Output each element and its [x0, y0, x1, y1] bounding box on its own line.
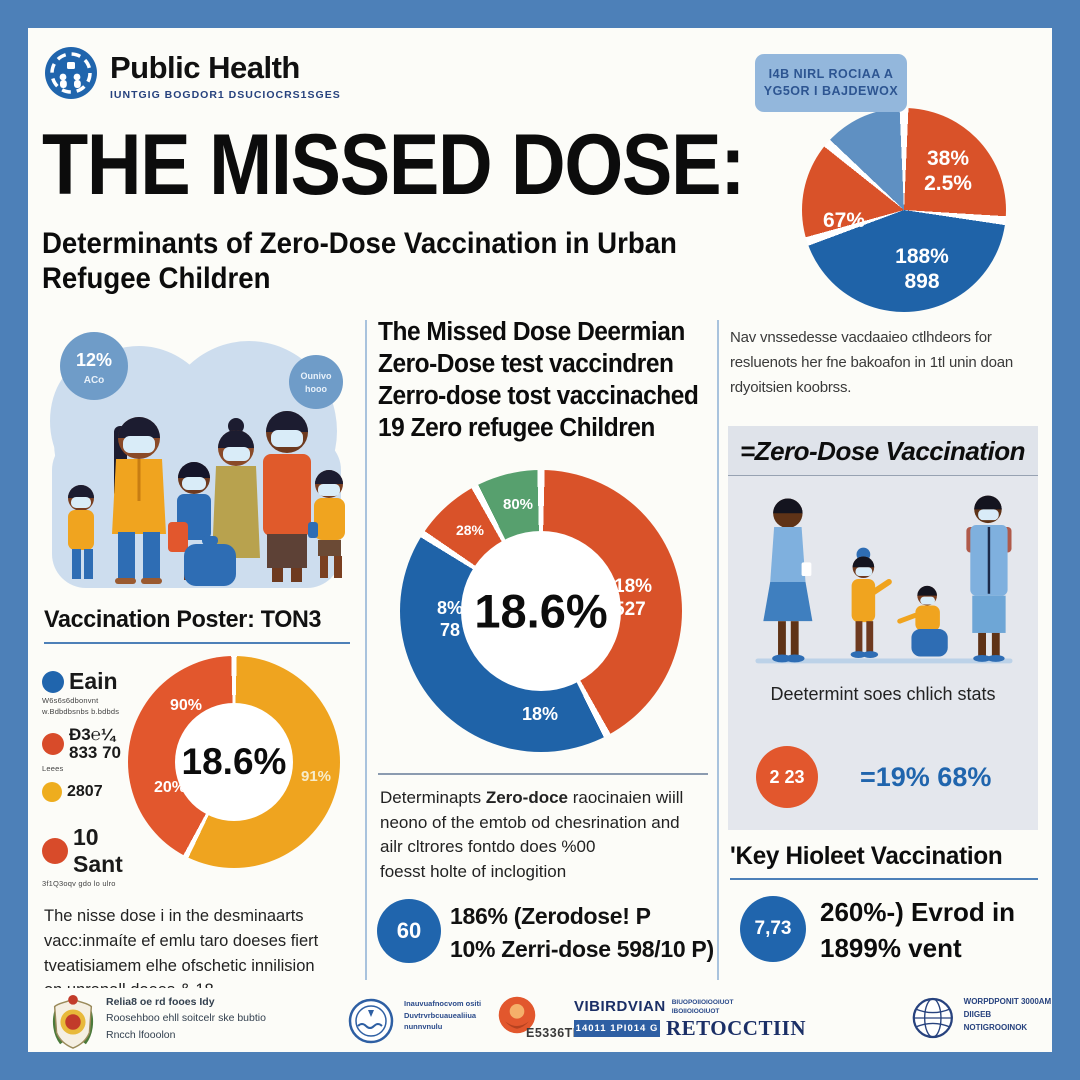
illustration-badge-2: Ounivo hooo	[289, 355, 343, 409]
figure-father	[263, 411, 311, 582]
donut2-label-green: 80%	[502, 496, 534, 513]
logo-subtitle: IUNTGIG BOGDOR1 DSUCIOCRS1SGES	[110, 89, 341, 101]
column-divider-right	[717, 320, 719, 980]
figure-toddler	[68, 485, 94, 579]
panel-caption: Deetermint soes chlich stats	[770, 684, 996, 704]
key-heading-rule	[730, 878, 1038, 880]
illustration-badge-1: 12% ACo	[60, 332, 128, 400]
children-illustration	[755, 495, 1013, 664]
pie-label-left-orange: 67%	[822, 209, 866, 232]
panel-stat-circle: 2 23	[756, 746, 818, 808]
middle-paragraph: Determinapts Zero-doce raocinaien wiill …	[380, 788, 684, 881]
public-health-logo: Public Health IUNTGIG BOGDOR1 DSUCIOCRS1…	[44, 46, 341, 101]
column-divider-left	[365, 320, 367, 980]
figure-child-cap	[850, 547, 892, 658]
pie-label-blue: 188% 898	[895, 245, 949, 294]
crest-logo-icon	[52, 994, 94, 1049]
legend-item: Eain W6s6s6dbonvnt w.Bdbdbsnbs b.bdbds	[42, 668, 120, 717]
donut2-center-value: 18.6%	[474, 584, 608, 638]
footer-org-vibirdvian: VIBIRDVIAN BIUOPOIIOIOOIUOT IBOIIOIOOIUOT …	[574, 998, 805, 1040]
key-section-heading: 'Key Hioleet Vaccination	[730, 842, 1003, 870]
panel-stat-row: 2 23 =19% 68%	[756, 732, 1016, 822]
key-stat-circle: 7,73	[740, 896, 806, 962]
figure-woman	[212, 418, 260, 558]
pie-label-orange: 38% 2.5%	[924, 147, 972, 196]
donut1-center-value: 18.6%	[181, 741, 287, 782]
footer-org-name: VIBIRDVIAN	[574, 998, 666, 1015]
legend-item: 10 Sant 3f1Q3oqv gdo lo ulro	[42, 824, 123, 889]
legend-item: 2807	[42, 782, 138, 803]
panel-heading: =Zero-Dose Vaccination	[728, 426, 1038, 476]
header-note-box: I4B NIRL ROCIAA A YG5OR I BAJDEWOX	[755, 54, 907, 112]
poster-page: Public Health IUNTGIG BOGDOR1 DSUCIOCRS1…	[28, 28, 1052, 1052]
footer-org-emblem-text: Inauvuafnocvom ositi Duvtrvrbcuauealiiua…	[404, 999, 482, 1032]
figure-mother-right	[763, 498, 813, 663]
middle-stat-text: 186% (Zerodose! P 10% Zerri-dose 598/10 …	[450, 903, 714, 963]
legend-dot-blue	[42, 670, 64, 693]
donut2-label-small-orange: 28%	[455, 522, 485, 538]
footer-org-orange	[496, 994, 538, 1036]
missed-dose-donut-chart: 80% 28% 8% 78 18% 18% 527 18.6%	[400, 470, 682, 752]
middle-stat-circle: 60	[377, 899, 441, 963]
legend-dot-red	[42, 733, 64, 756]
footer-org-crest-text: Relia8 oe rd fooes Idy Roosehboo ehll so…	[106, 996, 266, 1041]
donut2-label-orange: 18% 527	[614, 576, 653, 620]
vaccination-poster-donut-chart: 90% 20% 91% 18.6%	[128, 656, 340, 868]
middle-rule	[378, 773, 708, 775]
right-paragraph: Nav vnssedesse vacdaaieo ctlhdeors for r…	[730, 329, 1014, 396]
footer-org-globe-text: WORPDPONIT 3000AM DIIGEB NOTIGROOINOK	[963, 997, 1052, 1032]
zero-dose-panel: =Zero-Dose Vaccination	[728, 426, 1038, 830]
figure-health-worker	[966, 495, 1012, 662]
donut1-label-91: 91%	[300, 768, 332, 785]
logo-title: Public Health	[110, 50, 300, 85]
middle-section-heading: The Missed Dose Deermian Zero-Dose test …	[378, 318, 699, 443]
donut1-hole	[175, 703, 293, 821]
key-stat-text: 260%-) Evrod in 1899% vent	[820, 897, 1016, 964]
donut2-hole	[461, 531, 621, 691]
figure-child-right	[308, 470, 345, 578]
panel-stat-value: =19% 68%	[860, 761, 992, 792]
figure-mother	[112, 417, 166, 584]
donut2-label-blue-left: 8% 78	[436, 598, 463, 640]
refugee-population-pie-chart: 38% 2.5% 67% 188% 898	[802, 108, 1006, 312]
legend-dot-yellow	[42, 782, 62, 803]
legend-item: Ð3℮¼ 833 70 Leees	[42, 724, 121, 773]
svg-text:Ounivo: Ounivo	[301, 371, 333, 381]
donut1-label-90: 90%	[169, 697, 203, 714]
left-section-heading: Vaccination Poster: TON3	[44, 606, 322, 633]
left-heading-rule	[44, 642, 350, 644]
globe-logo-icon	[912, 997, 953, 1039]
refugee-family-illustration: 12% ACo Ounivo hooo	[50, 332, 345, 588]
footer-org-crest: Relia8 oe rd fooes Idy Roosehboo ehll so…	[50, 994, 266, 1050]
donut2-label-blue-bottom: 18%	[521, 704, 559, 724]
blue-emblem-icon	[348, 998, 394, 1044]
figure-toddler-sitting	[897, 585, 948, 657]
page-title: THE MISSED DOSE:	[42, 117, 745, 213]
public-health-logo-icon	[45, 47, 97, 99]
donut-legend: Eain W6s6s6dbonvnt w.Bdbdbsnbs b.bdbds Ð3…	[42, 668, 138, 897]
footer: Relia8 oe rd fooes Idy Roosehboo ehll so…	[28, 988, 1052, 1052]
suitcase	[184, 544, 236, 586]
svg-text:hooo: hooo	[305, 384, 327, 394]
footer-org-subname: RETOCCTIIN	[666, 1016, 806, 1040]
footer-org-globe: WORPDPONIT 3000AM DIIGEB NOTIGROOINOK	[912, 996, 1052, 1040]
svg-text:ACo: ACo	[84, 375, 105, 386]
footer-org-idbox: 14011 1PI014 G	[574, 1020, 660, 1038]
footer-org-smalltext: BIUOPOIIOIOOIUOT IBOIIOIOOIUOT	[671, 999, 734, 1016]
svg-text:12%: 12%	[76, 350, 112, 370]
footer-org-emblem: Inauvuafnocvom ositi Duvtrvrbcuauealiiua…	[348, 998, 481, 1044]
orange-logo-icon	[498, 996, 536, 1034]
legend-dot-red2	[42, 838, 68, 865]
page-subtitle: Determinants of Zero-Dose Vaccination in…	[42, 227, 677, 296]
